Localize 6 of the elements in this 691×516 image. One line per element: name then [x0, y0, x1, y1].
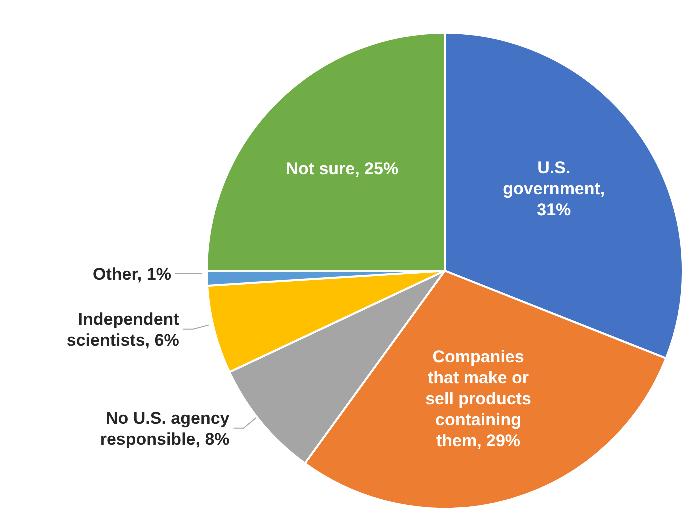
slice-label: U.S. government, 31% [503, 158, 606, 219]
slice-label: Companies that make or sell products containing them, 29% [426, 347, 532, 450]
slice-label: Not sure, 25% [286, 158, 399, 178]
slice-label: Other, 1% [93, 264, 172, 284]
slice-label: Independent scientists, 6% [66, 309, 180, 350]
slice-label: No U.S. agency responsible, 8% [100, 408, 230, 448]
